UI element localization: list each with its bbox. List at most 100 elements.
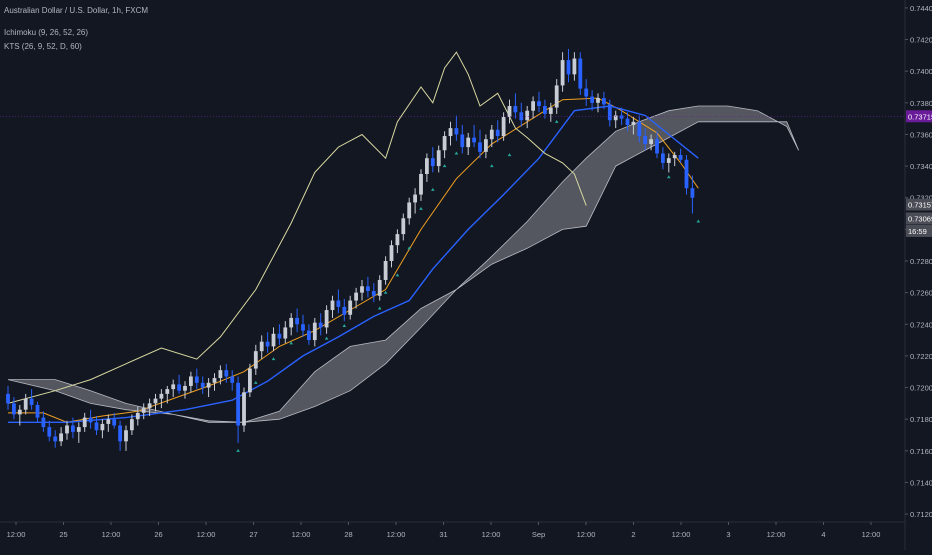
candle-body xyxy=(631,121,636,125)
candles xyxy=(6,49,695,451)
candle-body xyxy=(59,433,63,442)
time-tick-label: 12:00 xyxy=(102,530,121,539)
price-badge-bg xyxy=(906,198,932,211)
candle xyxy=(560,52,565,92)
candle xyxy=(607,99,612,127)
candle-body xyxy=(602,98,606,105)
candle-body xyxy=(230,376,235,383)
candle xyxy=(472,124,476,148)
candle-body xyxy=(531,101,535,111)
candle-body xyxy=(436,150,441,167)
candle xyxy=(301,314,305,337)
candle-body xyxy=(560,60,565,86)
candle xyxy=(430,147,435,173)
kts-signals xyxy=(236,119,701,452)
candle-body xyxy=(661,153,665,163)
candle-body xyxy=(519,112,524,121)
candle xyxy=(519,102,524,127)
candle xyxy=(82,412,87,432)
time-tick-label: 12:00 xyxy=(577,530,596,539)
candle-body xyxy=(88,417,93,423)
indicator-label-kts[interactable]: KTS (26, 9, 52, D, 60) xyxy=(4,42,82,51)
candle-body xyxy=(566,60,571,75)
signal-marker xyxy=(377,306,382,310)
candle xyxy=(277,324,282,345)
candle-body xyxy=(71,425,75,432)
candle-body xyxy=(655,139,659,154)
candle-body xyxy=(454,128,459,135)
candle-body xyxy=(489,129,494,140)
candle xyxy=(130,414,134,435)
signal-marker xyxy=(383,290,388,294)
candle xyxy=(466,132,471,156)
candle-body xyxy=(407,202,412,219)
candle-body xyxy=(578,58,583,89)
candle-body xyxy=(360,286,364,293)
candle xyxy=(94,416,99,435)
candle xyxy=(678,148,683,163)
candle-body xyxy=(596,98,600,103)
candle xyxy=(118,420,122,451)
candle-body xyxy=(100,423,105,431)
candle-body xyxy=(200,382,205,388)
price-badge-plain: 0.73157 xyxy=(906,198,932,211)
time-tick-label: 12:00 xyxy=(482,530,501,539)
candle-body xyxy=(590,96,594,103)
signal-marker xyxy=(507,153,512,157)
time-tick-label: 12:00 xyxy=(672,530,691,539)
candle-body xyxy=(678,155,683,160)
candle xyxy=(342,298,347,322)
candle xyxy=(537,91,541,113)
candle xyxy=(448,121,453,146)
candle-body xyxy=(584,88,589,97)
candle-body xyxy=(690,188,695,198)
candle xyxy=(643,128,648,151)
time-axis[interactable]: 12:00 25 12:00 26 12:00 27 12:00 28 12:00 31 12:00… xyxy=(0,521,905,539)
candle xyxy=(366,276,370,298)
time-tick-label: 26 xyxy=(154,530,162,539)
candle xyxy=(236,376,240,443)
candle-body xyxy=(525,110,530,121)
candle xyxy=(141,403,146,420)
candle xyxy=(395,229,400,254)
price-badge-bg xyxy=(906,110,932,123)
candle-body xyxy=(342,306,347,315)
time-tick-label: Sep xyxy=(532,530,545,539)
candle-body xyxy=(177,384,181,391)
candle xyxy=(253,344,258,375)
candle-body xyxy=(554,85,559,108)
candle xyxy=(206,378,211,398)
price-badge-timer: 16:59 xyxy=(906,224,932,237)
candle xyxy=(177,374,181,394)
candle xyxy=(690,175,695,214)
candle xyxy=(183,381,187,399)
candle xyxy=(554,79,559,114)
candle-body xyxy=(224,370,229,377)
time-tick-label: 12:00 xyxy=(292,530,311,539)
signal-marker xyxy=(419,206,423,210)
price-badge-plain: 0.73069 xyxy=(906,212,932,225)
candle xyxy=(218,365,223,385)
price-badge-bg xyxy=(906,212,932,225)
candle xyxy=(71,417,75,439)
candle-body xyxy=(448,128,453,137)
indicator-label-ichimoku[interactable]: Ichimoku (9, 26, 52, 26) xyxy=(4,28,88,37)
candle-body xyxy=(35,404,40,418)
candle xyxy=(613,110,618,129)
candle xyxy=(312,317,317,347)
price-badge-label: 0.73715 xyxy=(908,112,932,121)
candle-body xyxy=(543,105,547,114)
candle-body xyxy=(371,291,376,296)
candle-body xyxy=(666,158,671,163)
candle-body xyxy=(318,322,323,328)
candle xyxy=(295,308,299,333)
candle xyxy=(189,371,193,393)
candle xyxy=(17,404,22,426)
candle-body xyxy=(253,351,258,369)
